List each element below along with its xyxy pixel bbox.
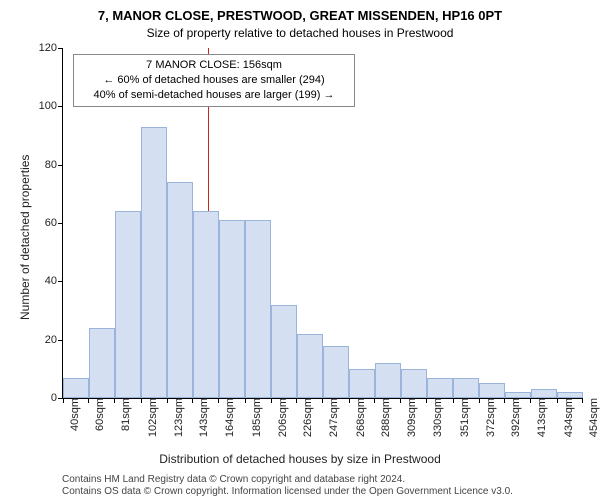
histogram-bar (349, 369, 375, 398)
x-tick-label: 123sqm (171, 398, 185, 437)
histogram-bar (219, 220, 245, 398)
x-axis-label: Distribution of detached houses by size … (0, 452, 600, 466)
x-tick-mark (530, 398, 531, 403)
histogram-bar (245, 220, 271, 398)
x-tick-mark (322, 398, 323, 403)
x-tick-label: 143sqm (196, 398, 210, 437)
x-tick-label: 206sqm (275, 398, 289, 437)
y-tick-mark (58, 281, 63, 282)
x-tick-label: 185sqm (249, 398, 263, 437)
histogram-bar (375, 363, 401, 398)
x-tick-label: 434sqm (561, 398, 575, 437)
histogram-bar (323, 346, 349, 399)
histogram-bar (453, 378, 479, 398)
x-tick-label: 60sqm (92, 398, 106, 431)
x-tick-label: 268sqm (353, 398, 367, 437)
histogram-bar (427, 378, 453, 398)
annot-line1: 7 MANOR CLOSE: 156sqm (80, 58, 348, 73)
x-tick-label: 226sqm (300, 398, 314, 437)
chart-subtitle: Size of property relative to detached ho… (0, 26, 600, 40)
x-tick-mark (192, 398, 193, 403)
x-tick-mark (167, 398, 168, 403)
histogram-bar (271, 305, 297, 398)
x-tick-label: 40sqm (67, 398, 81, 431)
x-tick-label: 351sqm (457, 398, 471, 437)
x-tick-label: 164sqm (222, 398, 236, 437)
x-tick-label: 454sqm (586, 398, 600, 437)
x-tick-label: 288sqm (378, 398, 392, 437)
y-tick-mark (58, 340, 63, 341)
x-tick-mark (453, 398, 454, 403)
x-tick-mark (349, 398, 350, 403)
x-tick-mark (296, 398, 297, 403)
x-tick-label: 247sqm (326, 398, 340, 437)
x-tick-mark (88, 398, 89, 403)
annot-line2: ← 60% of detached houses are smaller (29… (80, 73, 348, 88)
y-tick-mark (58, 48, 63, 49)
histogram-bar (141, 127, 167, 398)
y-tick-mark (58, 106, 63, 107)
y-tick-mark (58, 165, 63, 166)
x-tick-mark (218, 398, 219, 403)
x-tick-mark (245, 398, 246, 403)
histogram-bar (479, 383, 505, 398)
x-tick-label: 413sqm (534, 398, 548, 437)
x-tick-mark (374, 398, 375, 403)
x-tick-label: 102sqm (145, 398, 159, 437)
histogram-bar (297, 334, 323, 398)
x-tick-mark (479, 398, 480, 403)
plot-area: 02040608010012040sqm60sqm81sqm102sqm123s… (62, 48, 583, 399)
chart-container: { "title": { "main": "7, MANOR CLOSE, PR… (0, 0, 600, 500)
footer-line-1: Contains HM Land Registry data © Crown c… (62, 474, 405, 485)
histogram-bar (531, 389, 557, 398)
annot-line3: 40% of semi-detached houses are larger (… (80, 88, 348, 103)
histogram-bar (401, 369, 427, 398)
x-tick-label: 309sqm (404, 398, 418, 437)
x-tick-mark (426, 398, 427, 403)
histogram-bar (167, 182, 193, 398)
footer-line-2: Contains OS data © Crown copyright. Info… (62, 486, 513, 497)
chart-title: 7, MANOR CLOSE, PRESTWOOD, GREAT MISSEND… (0, 8, 600, 23)
histogram-bar (193, 211, 219, 398)
x-tick-mark (114, 398, 115, 403)
y-axis-label: Number of detached properties (18, 155, 32, 320)
x-tick-mark (141, 398, 142, 403)
histogram-bar (63, 378, 89, 398)
x-tick-mark (504, 398, 505, 403)
x-tick-label: 81sqm (118, 398, 132, 431)
x-tick-mark (557, 398, 558, 403)
x-tick-label: 330sqm (430, 398, 444, 437)
x-tick-label: 392sqm (508, 398, 522, 437)
x-tick-mark (63, 398, 64, 403)
x-tick-mark (400, 398, 401, 403)
y-tick-mark (58, 223, 63, 224)
x-tick-mark (582, 398, 583, 403)
histogram-bar (89, 328, 115, 398)
x-tick-mark (271, 398, 272, 403)
histogram-bar (115, 211, 141, 398)
annotation-box: 7 MANOR CLOSE: 156sqm ← 60% of detached … (73, 54, 355, 107)
x-tick-label: 372sqm (483, 398, 497, 437)
